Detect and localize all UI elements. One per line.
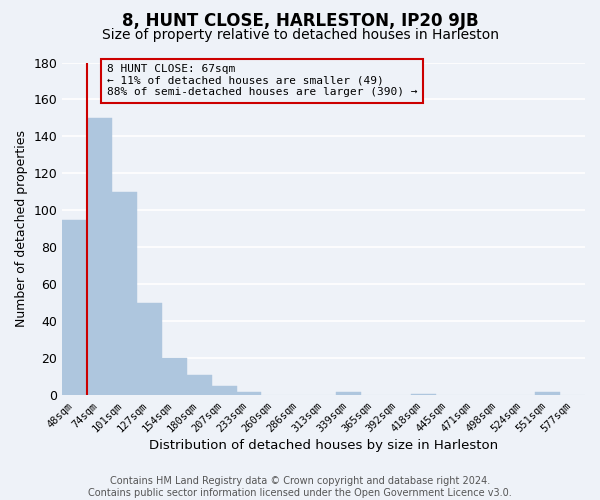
Bar [137, 303, 162, 396]
Bar [162, 358, 187, 396]
Text: 8, HUNT CLOSE, HARLESTON, IP20 9JB: 8, HUNT CLOSE, HARLESTON, IP20 9JB [122, 12, 478, 30]
Bar [62, 220, 87, 396]
Bar [535, 392, 560, 396]
Bar [212, 386, 236, 396]
Bar [112, 192, 137, 396]
Bar [87, 118, 112, 396]
Text: Contains HM Land Registry data © Crown copyright and database right 2024.
Contai: Contains HM Land Registry data © Crown c… [88, 476, 512, 498]
Bar [411, 394, 436, 396]
Text: Size of property relative to detached houses in Harleston: Size of property relative to detached ho… [101, 28, 499, 42]
Bar [236, 392, 262, 396]
Bar [187, 375, 212, 396]
Bar [336, 392, 361, 396]
Y-axis label: Number of detached properties: Number of detached properties [15, 130, 28, 328]
Text: 8 HUNT CLOSE: 67sqm
← 11% of detached houses are smaller (49)
88% of semi-detach: 8 HUNT CLOSE: 67sqm ← 11% of detached ho… [107, 64, 417, 98]
X-axis label: Distribution of detached houses by size in Harleston: Distribution of detached houses by size … [149, 440, 498, 452]
